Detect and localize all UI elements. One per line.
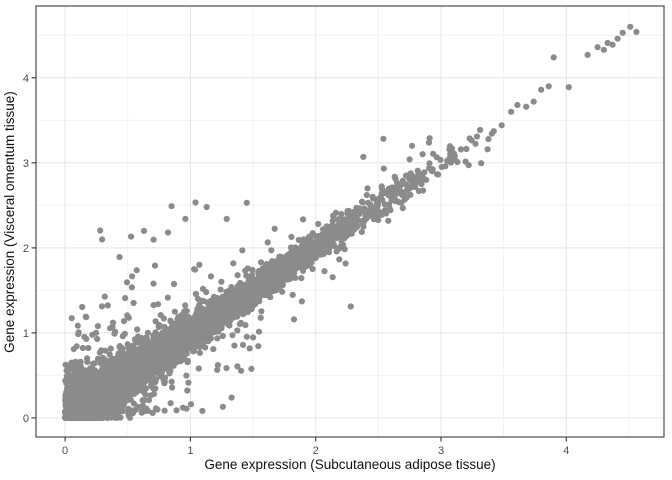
scatter-points [62, 23, 640, 421]
svg-text:3: 3 [23, 158, 29, 170]
x-axis-tick-labels: 0 1 2 3 4 [62, 445, 569, 457]
svg-text:0: 0 [62, 445, 68, 457]
panel-border [35, 5, 665, 438]
svg-text:0: 0 [23, 413, 29, 425]
svg-text:3: 3 [438, 445, 444, 457]
axis-tick-marks [31, 77, 567, 442]
svg-text:1: 1 [23, 328, 29, 340]
svg-text:4: 4 [563, 445, 569, 457]
svg-text:4: 4 [23, 73, 29, 85]
y-axis-title: Gene expression (Visceral omentum tissue… [2, 91, 17, 353]
svg-text:2: 2 [313, 445, 319, 457]
svg-text:2: 2 [23, 243, 29, 255]
x-axis-title: Gene expression (Subcutaneous adipose ti… [204, 457, 495, 472]
y-axis-tick-labels: 0 1 2 3 4 [23, 73, 29, 425]
svg-text:1: 1 [187, 445, 193, 457]
